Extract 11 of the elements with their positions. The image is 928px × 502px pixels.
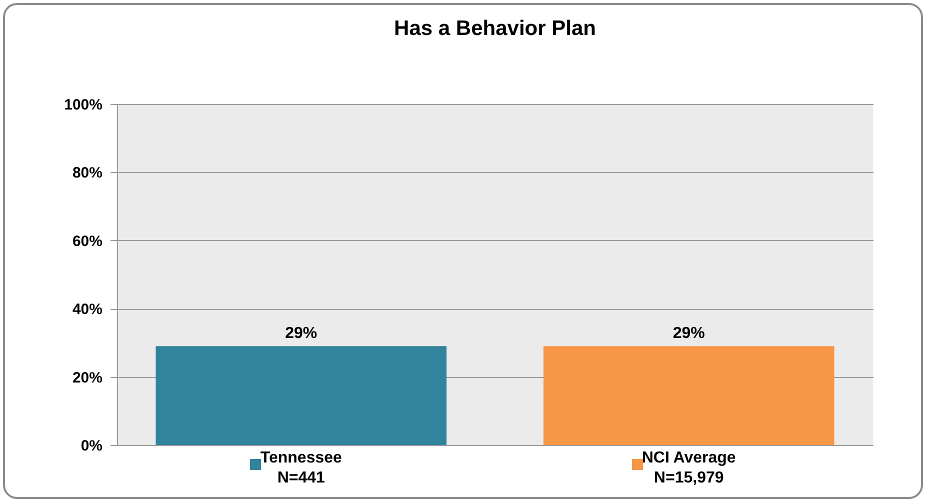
- y-tick-label: 40%: [72, 301, 102, 318]
- y-tick-label: 60%: [72, 232, 102, 250]
- data-label: 29%: [285, 325, 318, 342]
- y-tick-label: 100%: [64, 96, 102, 114]
- x-tick-label: Tennessee N=441: [260, 450, 342, 486]
- x-tick-label: NCI Average N=15,979: [642, 450, 736, 486]
- data-label: 29%: [672, 325, 705, 342]
- y-tick-label: 0%: [80, 438, 102, 454]
- chart-title: Has a Behavior Plan: [394, 17, 596, 40]
- y-tick-label: 80%: [72, 164, 102, 182]
- y-tick-label: 20%: [72, 369, 102, 386]
